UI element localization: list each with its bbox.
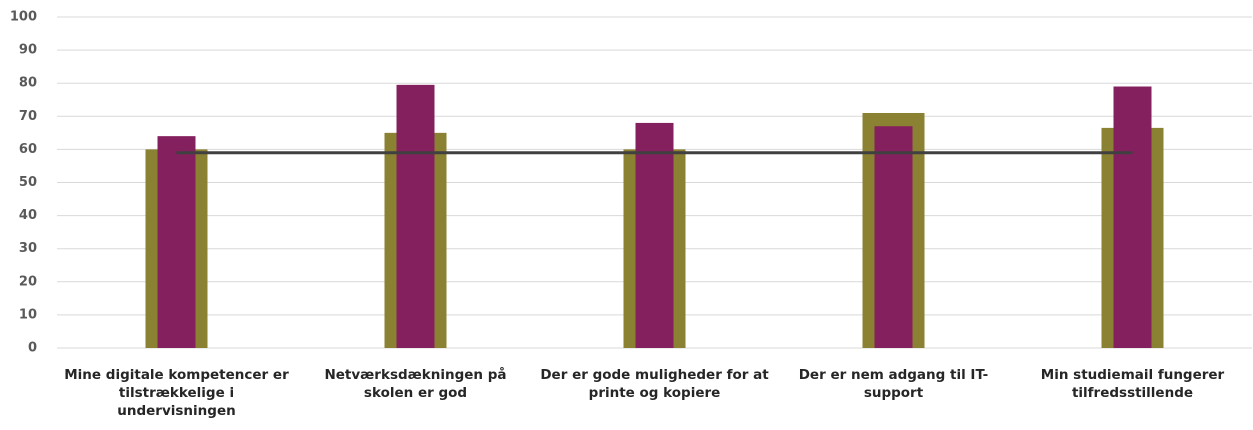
bar	[396, 84, 435, 348]
y-tick-label: 30	[19, 241, 37, 256]
y-tick-label: 60	[19, 142, 37, 157]
x-tick-label: Der er nem adgang til IT-support	[798, 367, 989, 401]
y-tick-label: 0	[28, 341, 37, 356]
y-tick-label: 100	[10, 10, 37, 25]
bar	[1113, 86, 1152, 348]
y-tick-label: 40	[19, 208, 37, 223]
x-tick-label: Netværksdækningen på skolen er god	[324, 367, 507, 401]
y-tick-label: 50	[19, 175, 37, 190]
y-tick-label: 90	[19, 43, 37, 58]
y-tick-label: 10	[19, 307, 37, 322]
bar	[874, 126, 913, 348]
x-tick-label: Der er gode muligheder for at printe og …	[540, 367, 769, 401]
bar	[157, 136, 196, 348]
x-tick-label: Min studiemail fungerer tilfredsstillend…	[1040, 367, 1225, 401]
y-tick-label: 80	[19, 76, 37, 91]
x-tick-label: Mine digitale kompetencer er tilstrækkel…	[64, 367, 289, 419]
bar	[635, 122, 674, 348]
y-tick-label: 20	[19, 274, 37, 289]
y-tick-label: 70	[19, 109, 37, 124]
